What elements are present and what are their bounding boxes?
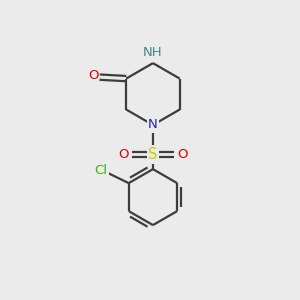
Text: Cl: Cl (94, 164, 107, 177)
Text: N: N (148, 118, 158, 131)
Text: O: O (118, 148, 129, 161)
Text: O: O (177, 148, 188, 161)
Text: NH: NH (143, 46, 163, 59)
Text: S: S (148, 147, 158, 162)
Text: O: O (88, 69, 98, 82)
